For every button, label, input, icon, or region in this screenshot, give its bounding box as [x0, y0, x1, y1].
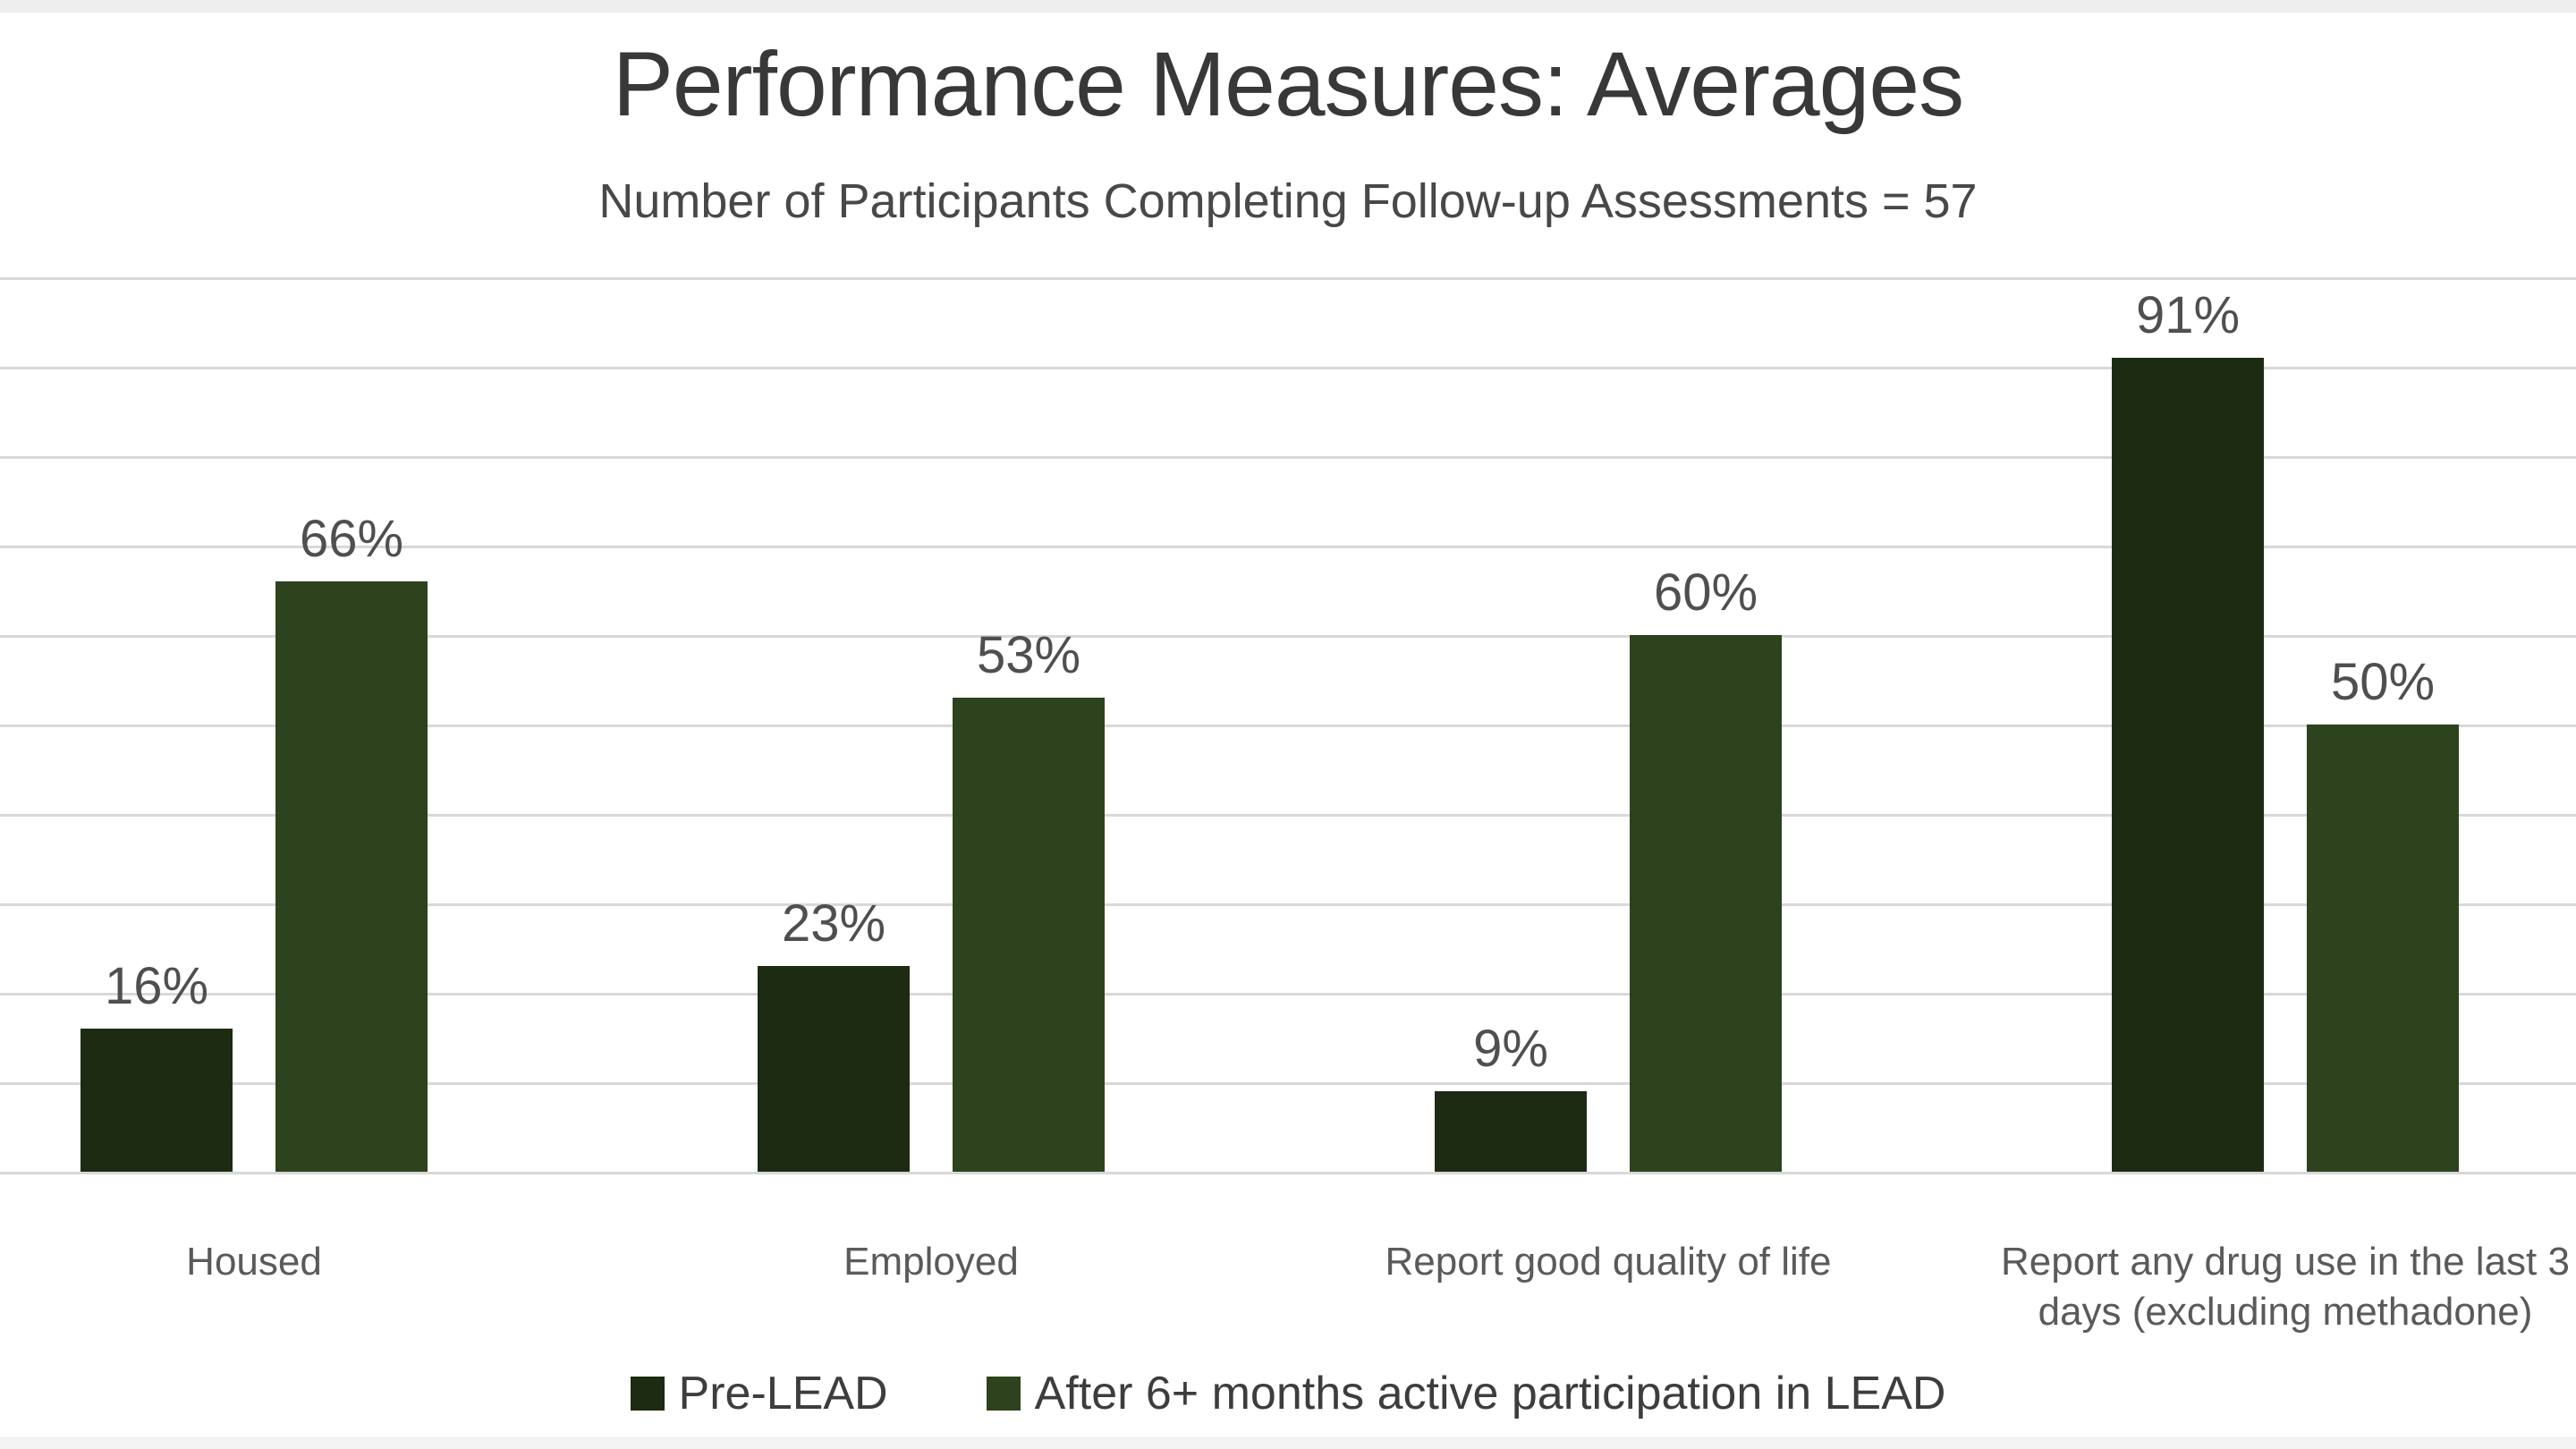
- legend-label: Pre-LEAD: [678, 1368, 888, 1419]
- category-label-line: days (excluding methadone): [2038, 1290, 2533, 1335]
- bar-value-label: 60%: [1653, 564, 1758, 622]
- gridline-0: [0, 1172, 2576, 1174]
- bar-value-label: 50%: [2330, 653, 2436, 711]
- category-label-line: Report good quality of life: [1385, 1240, 1832, 1284]
- bar-pre-lead-housed: [80, 1029, 233, 1172]
- bar-pre-lead-employed: [758, 966, 910, 1172]
- chart-title: Performance Measures: Averages: [612, 33, 1964, 135]
- bar-after-6-months-active-participation-in-lead-report-any-drug-use-in-the-last-3-days-excluding-methadone: [2307, 724, 2459, 1172]
- gridline-70: [0, 546, 2576, 548]
- category-label-line: Employed: [843, 1240, 1019, 1284]
- bar-pre-lead-report-good-quality-of-life: [1435, 1091, 1587, 1172]
- legend-item-after-6-months-active-participation-in-lead: After 6+ months active participation in …: [986, 1367, 1946, 1420]
- gridline-50: [0, 724, 2576, 727]
- bar-after-6-months-active-participation-in-lead-housed: [275, 581, 428, 1172]
- category-label-employed: Employed: [843, 1237, 1019, 1287]
- bar-pre-lead-report-any-drug-use-in-the-last-3-days-excluding-methadone: [2112, 358, 2264, 1172]
- gridline-20: [0, 993, 2576, 996]
- bar-value-label: 9%: [1473, 1020, 1548, 1078]
- bar-after-6-months-active-participation-in-lead-employed: [953, 698, 1105, 1172]
- bar-value-label: 16%: [104, 957, 209, 1015]
- bar-after-6-months-active-participation-in-lead-report-good-quality-of-life: [1630, 635, 1782, 1172]
- gridline-80: [0, 456, 2576, 459]
- bar-value-label: 53%: [976, 626, 1081, 684]
- legend-swatch: [986, 1377, 1021, 1411]
- category-label-report-any-drug-use-in-the-last-3-days-excluding-methadone: Report any drug use in the last 3 days (e…: [2001, 1237, 2570, 1338]
- category-label-report-good-quality-of-life: Report good quality of life: [1385, 1237, 1832, 1287]
- bottom-edge-strip: [0, 1436, 2576, 1449]
- bar-value-label: 91%: [2135, 286, 2241, 344]
- gridline-100: [0, 277, 2576, 280]
- gridline-10: [0, 1082, 2576, 1085]
- gridline-40: [0, 814, 2576, 817]
- category-label-line: Report any drug use in the last 3: [2001, 1240, 2570, 1284]
- top-edge-strip: [0, 0, 2576, 13]
- gridline-90: [0, 367, 2576, 369]
- legend-label: After 6+ months active participation in …: [1034, 1368, 1946, 1419]
- legend: Pre-LEAD After 6+ months active participa…: [0, 1367, 2576, 1420]
- category-label-line: Housed: [186, 1240, 322, 1284]
- gridline-60: [0, 635, 2576, 638]
- legend-item-pre-lead: Pre-LEAD: [630, 1367, 888, 1420]
- gridline-30: [0, 903, 2576, 906]
- chart-subtitle: Number of Participants Completing Follow…: [598, 174, 1978, 228]
- legend-swatch: [630, 1377, 665, 1411]
- category-label-housed: Housed: [186, 1237, 322, 1287]
- bar-value-label: 23%: [781, 894, 886, 953]
- bar-value-label: 66%: [299, 510, 404, 568]
